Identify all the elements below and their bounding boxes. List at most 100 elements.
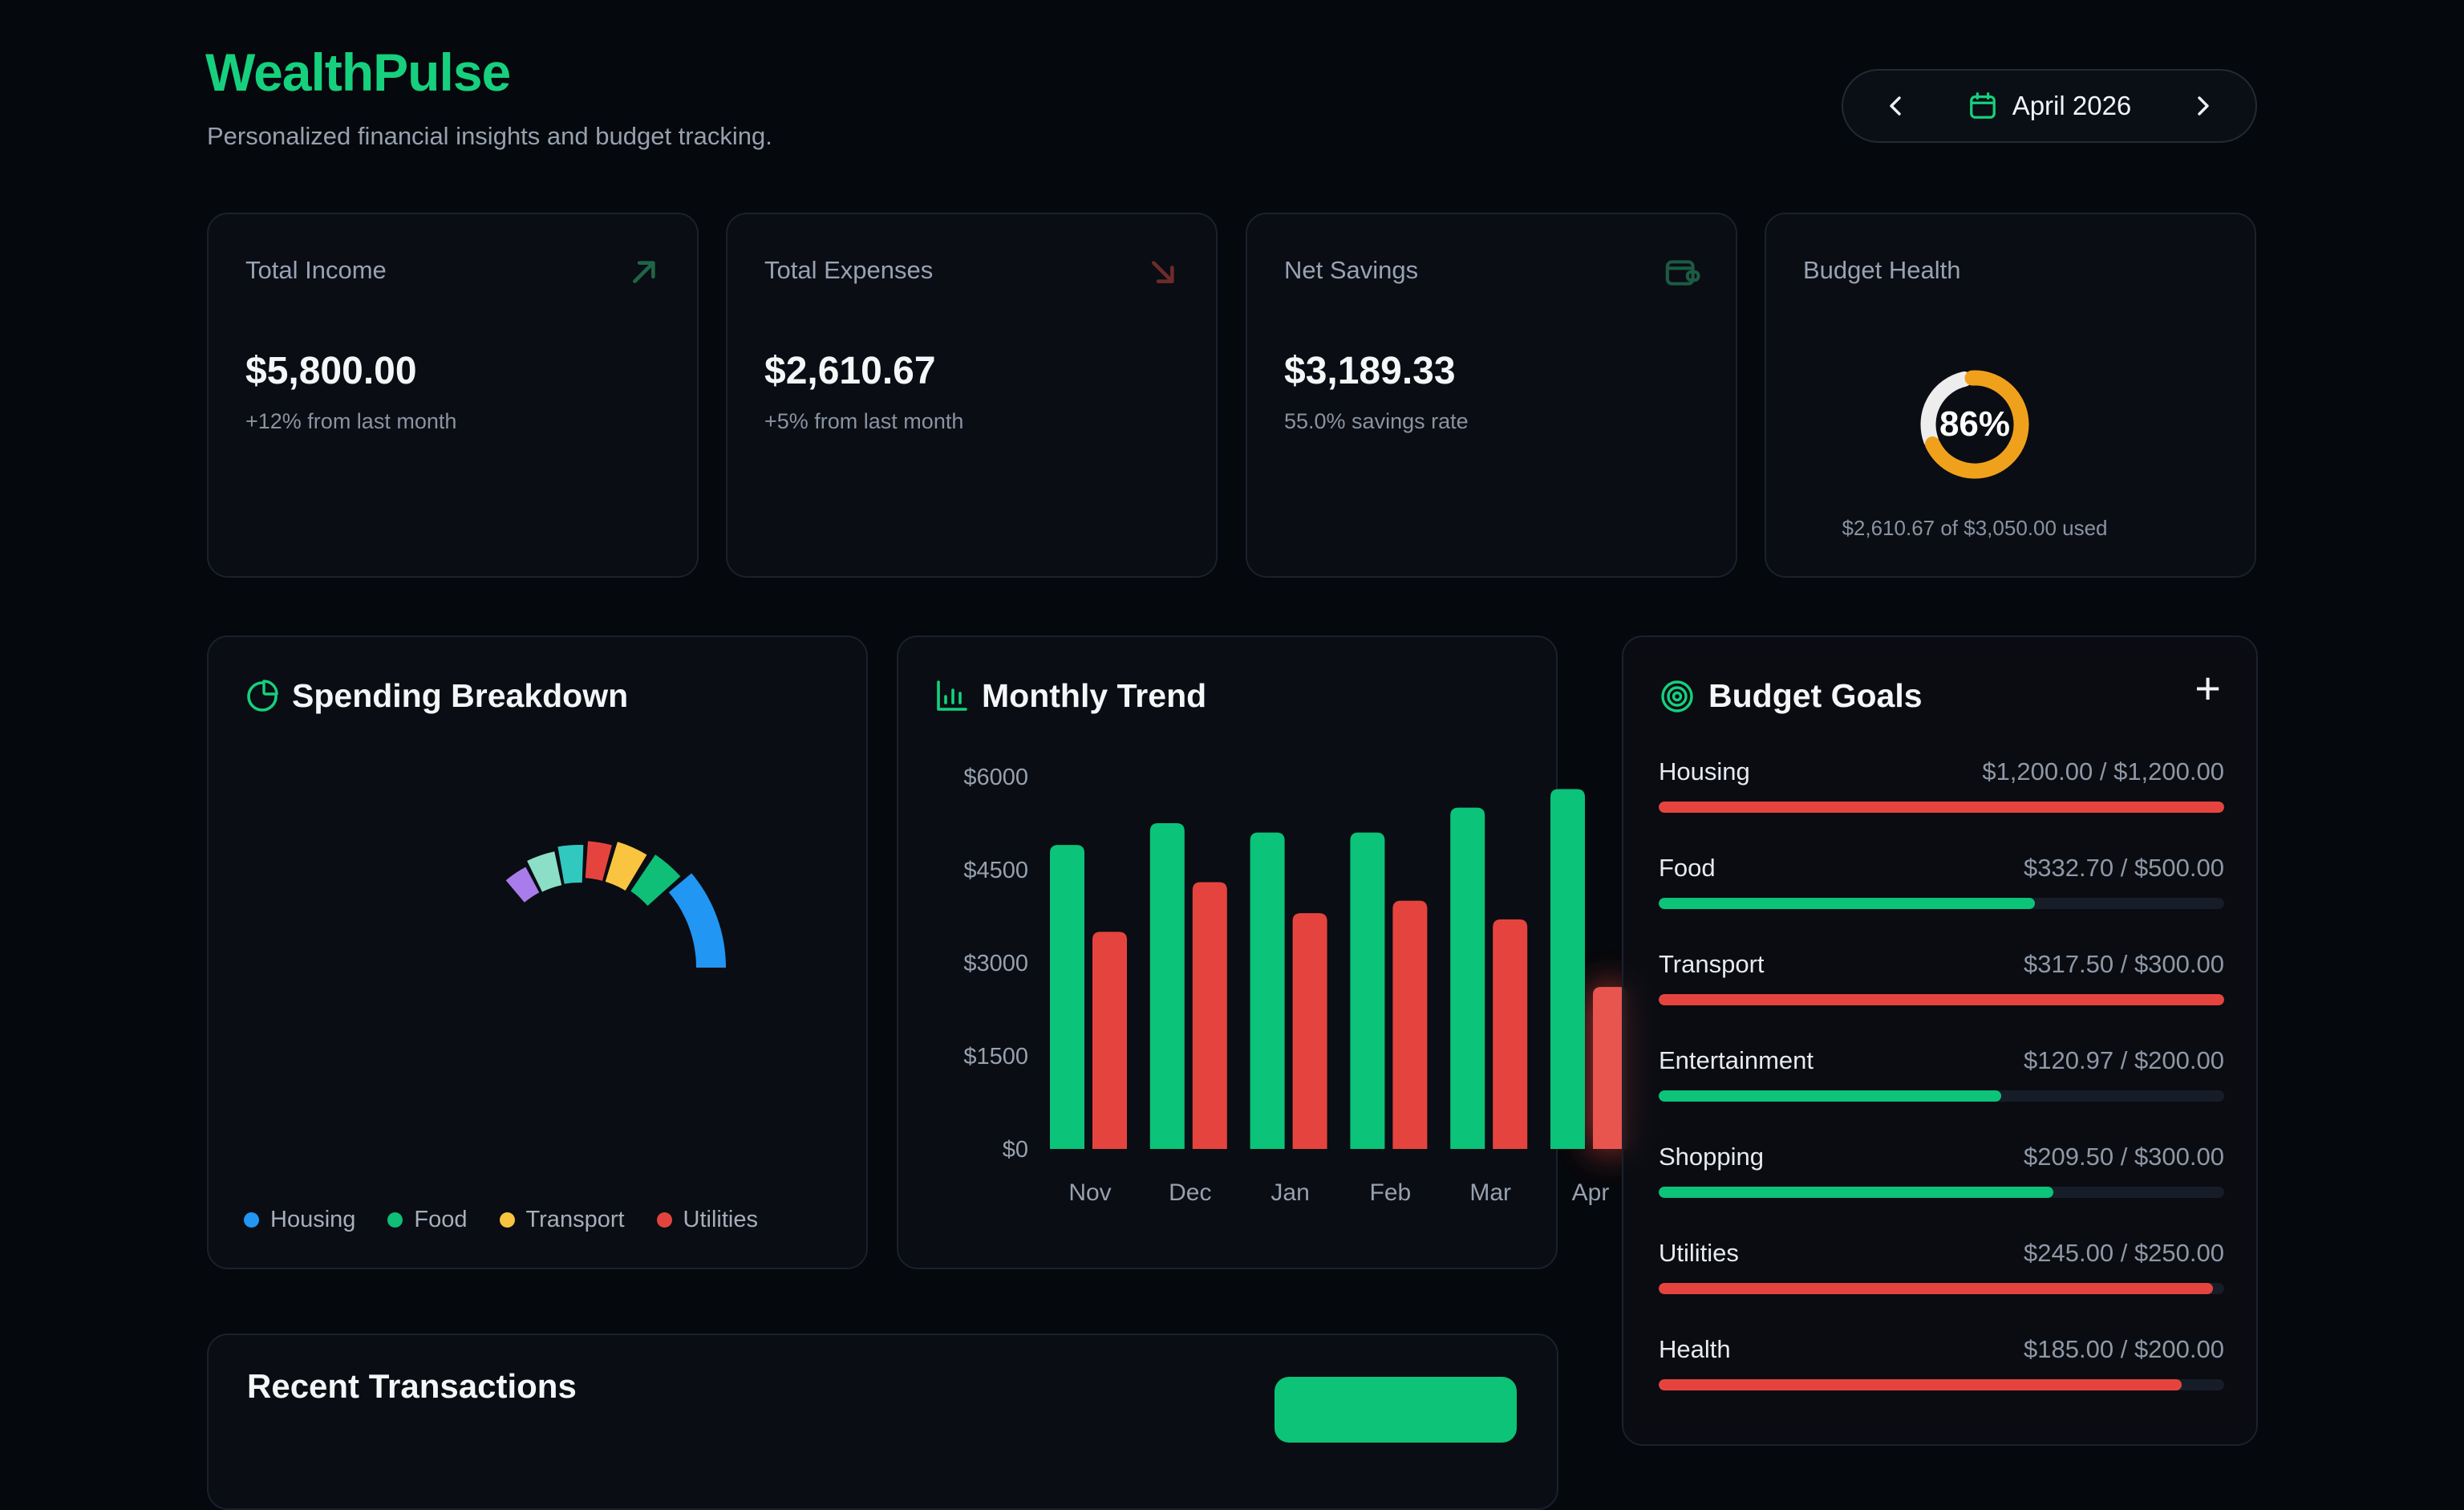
stat-label: Net Savings	[1284, 256, 1419, 284]
goal-row-health: Health $185.00 / $200.00	[1659, 1335, 2224, 1406]
goal-progress-track	[1659, 994, 2224, 1005]
legend-dot	[387, 1212, 403, 1228]
arrow-down-right-icon	[1145, 253, 1182, 290]
add-transaction-button[interactable]	[1275, 1377, 1517, 1443]
spending-segment[interactable]	[527, 851, 562, 892]
goal-name: Housing	[1659, 757, 1750, 785]
recent-transactions-card: Recent Transactions	[207, 1333, 1558, 1510]
goal-name: Health	[1659, 1335, 1731, 1363]
bar-income-Feb[interactable]	[1350, 832, 1385, 1149]
goal-amounts: $332.70 / $500.00	[2024, 854, 2224, 882]
goal-amounts: $185.00 / $200.00	[2024, 1335, 2224, 1363]
goal-progress-track	[1659, 1379, 2224, 1390]
goal-row-entertainment: Entertainment $120.97 / $200.00	[1659, 1046, 2224, 1117]
wallet-icon	[1662, 253, 1702, 293]
goal-progress-fill	[1659, 898, 2035, 909]
bar-expenses-Jan[interactable]	[1292, 913, 1327, 1149]
y-tick: $1500	[963, 1044, 1028, 1070]
spending-segment[interactable]	[605, 842, 647, 891]
y-tick: $4500	[963, 858, 1028, 883]
legend-dot	[499, 1212, 515, 1228]
next-month-button[interactable]	[2186, 90, 2219, 122]
chevron-left-icon	[1890, 96, 1901, 116]
goal-progress-track	[1659, 802, 2224, 813]
bar-income-Mar[interactable]	[1450, 807, 1485, 1149]
goal-progress-track	[1659, 898, 2224, 909]
bar-income-Apr[interactable]	[1550, 789, 1585, 1149]
spending-breakdown-title: Spending Breakdown	[292, 677, 629, 714]
goal-progress-fill	[1659, 1090, 2001, 1102]
bar-expenses-Mar[interactable]	[1493, 919, 1528, 1149]
goal-row-food: Food $332.70 / $500.00	[1659, 854, 2224, 924]
bar-expenses-Dec[interactable]	[1192, 882, 1227, 1149]
stat-sub: 55.0% savings rate	[1284, 409, 1469, 433]
goal-progress-fill	[1659, 994, 2224, 1005]
calendar-icon	[1969, 92, 1996, 119]
chevron-right-icon	[2198, 96, 2209, 116]
stat-value: $3,189.33	[1284, 350, 1456, 392]
goal-amounts: $120.97 / $200.00	[2024, 1046, 2224, 1074]
monthly-trend-card: Monthly Trend $0 $1500 $3000 $4500 $6000 Nov D…	[897, 635, 1627, 1271]
month-navigator: April 2026	[1842, 69, 2257, 143]
spending-segment[interactable]	[585, 841, 612, 881]
goal-progress-track	[1659, 1283, 2224, 1294]
goal-progress-track	[1659, 1187, 2224, 1198]
goal-row-shopping: Shopping $209.50 / $300.00	[1659, 1143, 2224, 1213]
goal-amounts: $317.50 / $300.00	[2024, 950, 2224, 978]
budget-health-percent: 86%	[1939, 404, 2011, 444]
x-tick: Apr	[1572, 1179, 1610, 1206]
spending-segment[interactable]	[668, 873, 726, 968]
bar-income-Jan[interactable]	[1250, 832, 1285, 1149]
y-tick: $6000	[963, 765, 1028, 790]
legend-label: Housing	[270, 1207, 356, 1232]
goal-row-utilities: Utilities $245.00 / $250.00	[1659, 1239, 2224, 1309]
spending-breakdown-chart[interactable]	[209, 637, 866, 1268]
legend-label: Utilities	[683, 1207, 759, 1232]
x-tick: Dec	[1169, 1179, 1211, 1206]
legend-label: Food	[414, 1207, 468, 1232]
stat-label: Total Income	[245, 256, 387, 284]
pie-chart-icon	[247, 679, 278, 712]
goal-name: Food	[1659, 854, 1716, 882]
bar-expenses-Apr[interactable]	[1593, 987, 1627, 1149]
stat-value: $5,800.00	[245, 350, 417, 392]
budget-goals-card: Budget Goals + Housing $1,200.00 / $1,200…	[1622, 635, 2258, 1446]
legend-dot	[656, 1212, 672, 1228]
bar-expenses-Nov[interactable]	[1092, 932, 1127, 1149]
goal-progress-fill	[1659, 1379, 2182, 1390]
bar-expenses-Feb[interactable]	[1392, 900, 1428, 1149]
app-title: WealthPulse	[205, 43, 511, 102]
goal-progress-fill	[1659, 802, 2224, 813]
monthly-trend-chart[interactable]: $0 $1500 $3000 $4500 $6000 Nov Dec Jan Feb Mar Apr	[898, 637, 1627, 1271]
goal-row-housing: Housing $1,200.00 / $1,200.00	[1659, 757, 2224, 828]
budget-health-card: Budget Health 86% $2,610.67 of $3,050.00…	[1765, 213, 2256, 578]
y-tick: $0	[1003, 1137, 1028, 1163]
stat-sub: +5% from last month	[764, 409, 964, 433]
bar-income-Nov[interactable]	[1050, 845, 1084, 1149]
stat-label: Budget Health	[1803, 256, 1961, 284]
spending-segment[interactable]	[630, 854, 681, 907]
add-goal-button[interactable]: +	[2194, 663, 2221, 713]
x-tick: Nov	[1068, 1179, 1111, 1206]
spending-segment[interactable]	[557, 845, 584, 884]
bar-income-Dec[interactable]	[1149, 823, 1185, 1149]
goal-name: Entertainment	[1659, 1046, 1814, 1074]
prev-month-button[interactable]	[1880, 90, 1912, 122]
total-income-card: Total Income $5,800.00 +12% from last mo…	[207, 213, 699, 578]
y-tick: $3000	[963, 951, 1028, 976]
budget-health-gauge	[1920, 370, 2029, 479]
goal-name: Transport	[1659, 950, 1765, 978]
recent-transactions-title: Recent Transactions	[247, 1367, 577, 1405]
spending-segment[interactable]	[505, 867, 540, 903]
goal-progress-fill	[1659, 1283, 2213, 1294]
goal-progress-fill	[1659, 1187, 2054, 1198]
goal-name: Utilities	[1659, 1239, 1739, 1267]
legend-dot	[244, 1212, 259, 1228]
stat-label: Total Expenses	[764, 256, 934, 284]
target-icon	[1661, 680, 1693, 712]
current-month-label: April 2026	[2012, 91, 2132, 120]
stat-value: $2,610.67	[764, 350, 936, 392]
goal-amounts: $209.50 / $300.00	[2024, 1143, 2224, 1171]
bar-chart-icon	[937, 680, 967, 711]
goal-amounts: $1,200.00 / $1,200.00	[1982, 757, 2224, 785]
